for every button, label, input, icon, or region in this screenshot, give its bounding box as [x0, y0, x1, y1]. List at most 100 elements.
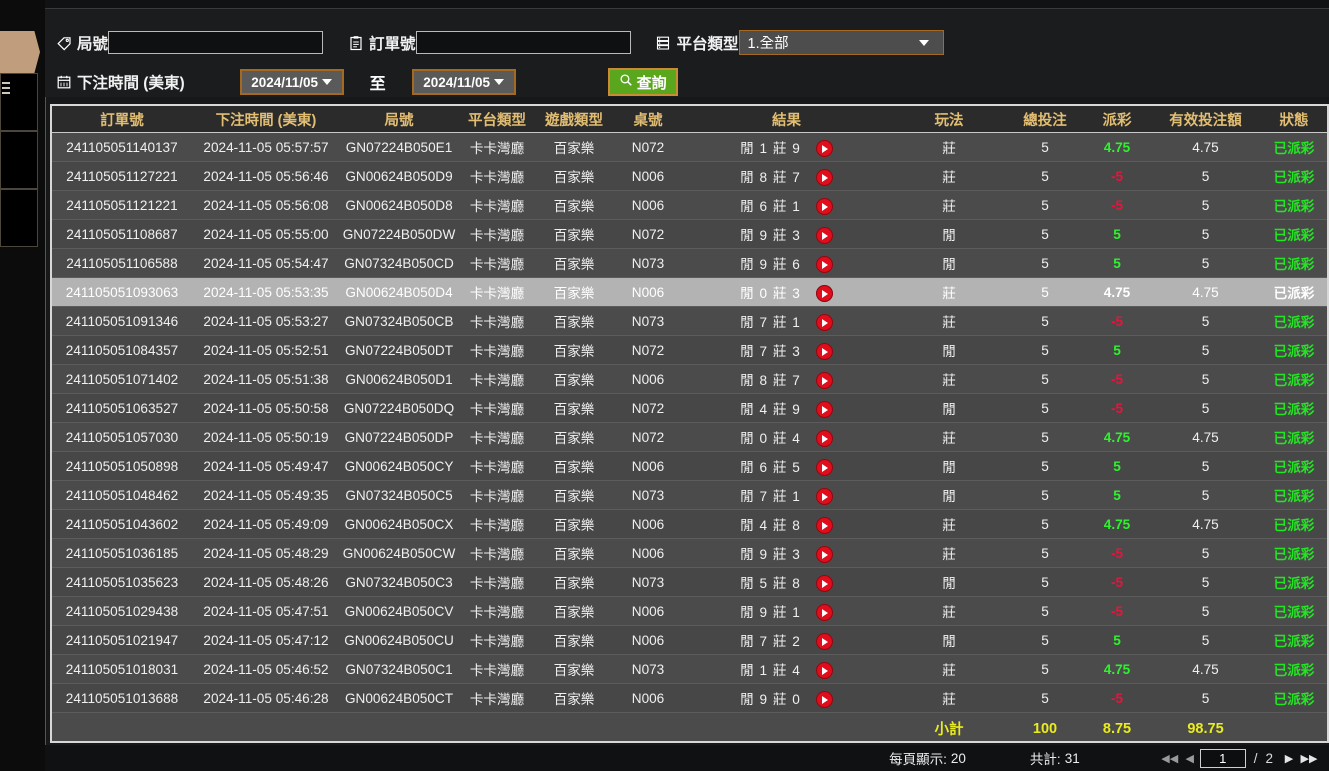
play-icon[interactable] [815, 198, 833, 216]
play-icon[interactable] [815, 140, 833, 158]
table-row[interactable]: 241105051057030 2024-11-05 05:50:19 GN0722… [52, 422, 1327, 452]
play-icon[interactable] [815, 314, 833, 332]
bet-time-cell: 2024-11-05 05:50:58 [192, 393, 340, 423]
date-to-picker[interactable]: 2024/11/05 [411, 69, 516, 95]
table-row[interactable]: 241105051050898 2024-11-05 05:49:47 GN0062… [52, 451, 1327, 481]
th-round-no[interactable]: 局號 [340, 106, 458, 133]
th-payout[interactable]: 派彩 [1081, 106, 1153, 133]
total-bet-cell: 5 [1009, 683, 1081, 713]
current-page-input[interactable] [1199, 748, 1246, 768]
result-text: 閒 6 莊 5 [740, 459, 801, 475]
last-page-icon[interactable]: ▶▶ [1300, 752, 1318, 765]
table-row[interactable]: 241105051048462 2024-11-05 05:49:35 GN0732… [52, 480, 1327, 510]
per-page-value[interactable]: 20 [950, 750, 966, 766]
th-valid-bet[interactable]: 有效投注額 [1153, 106, 1258, 133]
table-row[interactable]: 241105051093063 2024-11-05 05:53:35 GN0062… [52, 277, 1327, 307]
valid-bet-cell: 5 [1153, 248, 1258, 278]
result-text: 閒 9 莊 0 [740, 691, 801, 707]
platform-type-cell: 卡卡灣廳 [458, 190, 536, 220]
total-count-label: 共計: [1029, 752, 1061, 767]
top-bar [45, 0, 1329, 9]
play-icon[interactable] [815, 285, 833, 303]
play-icon[interactable] [815, 169, 833, 187]
th-table-no[interactable]: 桌號 [612, 106, 684, 133]
table-row[interactable]: 241105051035623 2024-11-05 05:48:26 GN0732… [52, 567, 1327, 597]
play-icon[interactable] [815, 459, 833, 477]
play-icon[interactable] [815, 662, 833, 680]
play-icon[interactable] [815, 227, 833, 245]
platform-type-cell: 卡卡灣廳 [458, 393, 536, 423]
table-no-cell: N006 [612, 190, 684, 220]
round-no-cell: GN07224B050E1 [340, 132, 458, 162]
play-icon[interactable] [815, 691, 833, 709]
rail-cell-3[interactable] [0, 189, 38, 247]
table-row[interactable]: 241105051043602 2024-11-05 05:49:09 GN0062… [52, 509, 1327, 539]
play-icon[interactable] [815, 401, 833, 419]
bet-time-cell: 2024-11-05 05:56:08 [192, 190, 340, 220]
round-no-input[interactable] [108, 31, 324, 54]
table-row[interactable]: 241105051018031 2024-11-05 05:46:52 GN0732… [52, 654, 1327, 684]
play-icon[interactable] [815, 343, 833, 361]
th-platform-type[interactable]: 平台類型 [458, 106, 536, 133]
platform-type-select[interactable]: 1.全部 [738, 30, 944, 55]
table-row[interactable]: 241105051021947 2024-11-05 05:47:12 GN0062… [52, 625, 1327, 655]
result-cell: 閒 8 莊 7 [684, 364, 889, 394]
table-row[interactable]: 241105051071402 2024-11-05 05:51:38 GN0062… [52, 364, 1327, 394]
table-row[interactable]: 241105051127221 2024-11-05 05:56:46 GN0062… [52, 161, 1327, 191]
play-icon[interactable] [815, 575, 833, 593]
play-icon[interactable] [815, 256, 833, 274]
th-status[interactable]: 狀態 [1258, 106, 1327, 133]
first-page-icon[interactable]: ◀◀ [1161, 752, 1179, 765]
bet-type-cell: 閒 [889, 248, 1009, 278]
order-no-label: 訂單號 [347, 32, 416, 54]
th-bet-type[interactable]: 玩法 [889, 106, 1009, 133]
table-row[interactable]: 241105051013688 2024-11-05 05:46:28 GN0062… [52, 683, 1327, 713]
payout-cell: -5 [1081, 538, 1153, 568]
bet-time-cell: 2024-11-05 05:54:47 [192, 248, 340, 278]
order-no-input[interactable] [415, 31, 631, 54]
th-bet-time[interactable]: 下注時間 (美東) [192, 106, 340, 133]
table-row[interactable]: 241105051108687 2024-11-05 05:55:00 GN0722… [52, 219, 1327, 249]
th-order-no[interactable]: 訂單號 [52, 106, 192, 133]
round-no-cell: GN07224B050DT [340, 335, 458, 365]
table-row[interactable]: 241105051063527 2024-11-05 05:50:58 GN0722… [52, 393, 1327, 423]
play-icon[interactable] [815, 633, 833, 651]
play-icon[interactable] [815, 546, 833, 564]
game-type-cell: 百家樂 [536, 625, 612, 655]
order-no-cell: 241105051093063 [52, 277, 192, 307]
search-button[interactable]: 查詢 [607, 68, 678, 96]
th-total-bet[interactable]: 總投注 [1009, 106, 1081, 133]
th-game-type[interactable]: 遊戲類型 [536, 106, 612, 133]
bet-type-cell: 閒 [889, 219, 1009, 249]
prev-page-icon[interactable]: ◀ [1185, 752, 1194, 765]
table-row[interactable]: 241105051121221 2024-11-05 05:56:08 GN0062… [52, 190, 1327, 220]
payout-cell: 4.75 [1081, 277, 1153, 307]
rail-active-tab[interactable] [0, 31, 40, 73]
table-row[interactable]: 241105051106588 2024-11-05 05:54:47 GN0732… [52, 248, 1327, 278]
th-result[interactable]: 結果 [684, 106, 889, 133]
play-icon[interactable] [815, 372, 833, 390]
header-row: 訂單號 下注時間 (美東) 局號 平台類型 遊戲類型 桌號 結果 玩法 總投注 … [52, 106, 1327, 133]
play-icon[interactable] [815, 517, 833, 535]
total-bet-cell: 5 [1009, 248, 1081, 278]
round-no-cell: GN07224B050DW [340, 219, 458, 249]
table-no-cell: N006 [612, 538, 684, 568]
play-icon[interactable] [815, 604, 833, 622]
play-icon[interactable] [815, 488, 833, 506]
play-icon[interactable] [815, 430, 833, 448]
result-cell: 閒 4 莊 9 [684, 393, 889, 423]
status-cell: 已派彩 [1258, 190, 1327, 220]
table-row[interactable]: 241105051091346 2024-11-05 05:53:27 GN0732… [52, 306, 1327, 336]
rail-cell-2[interactable] [0, 131, 38, 189]
table-row[interactable]: 241105051036185 2024-11-05 05:48:29 GN0062… [52, 538, 1327, 568]
valid-bet-cell: 4.75 [1153, 277, 1258, 307]
result-cell: 閒 1 莊 4 [684, 654, 889, 684]
result-text: 閒 9 莊 3 [740, 546, 801, 562]
table-row[interactable]: 241105051140137 2024-11-05 05:57:57 GN0722… [52, 132, 1327, 162]
date-from-picker[interactable]: 2024/11/05 [239, 69, 344, 95]
table-row[interactable]: 241105051029438 2024-11-05 05:47:51 GN0062… [52, 596, 1327, 626]
next-page-icon[interactable]: ▶ [1284, 752, 1294, 765]
order-no-cell: 241105051108687 [52, 219, 192, 249]
table-row[interactable]: 241105051084357 2024-11-05 05:52:51 GN0722… [52, 335, 1327, 365]
platform-type-cell: 卡卡灣廳 [458, 509, 536, 539]
